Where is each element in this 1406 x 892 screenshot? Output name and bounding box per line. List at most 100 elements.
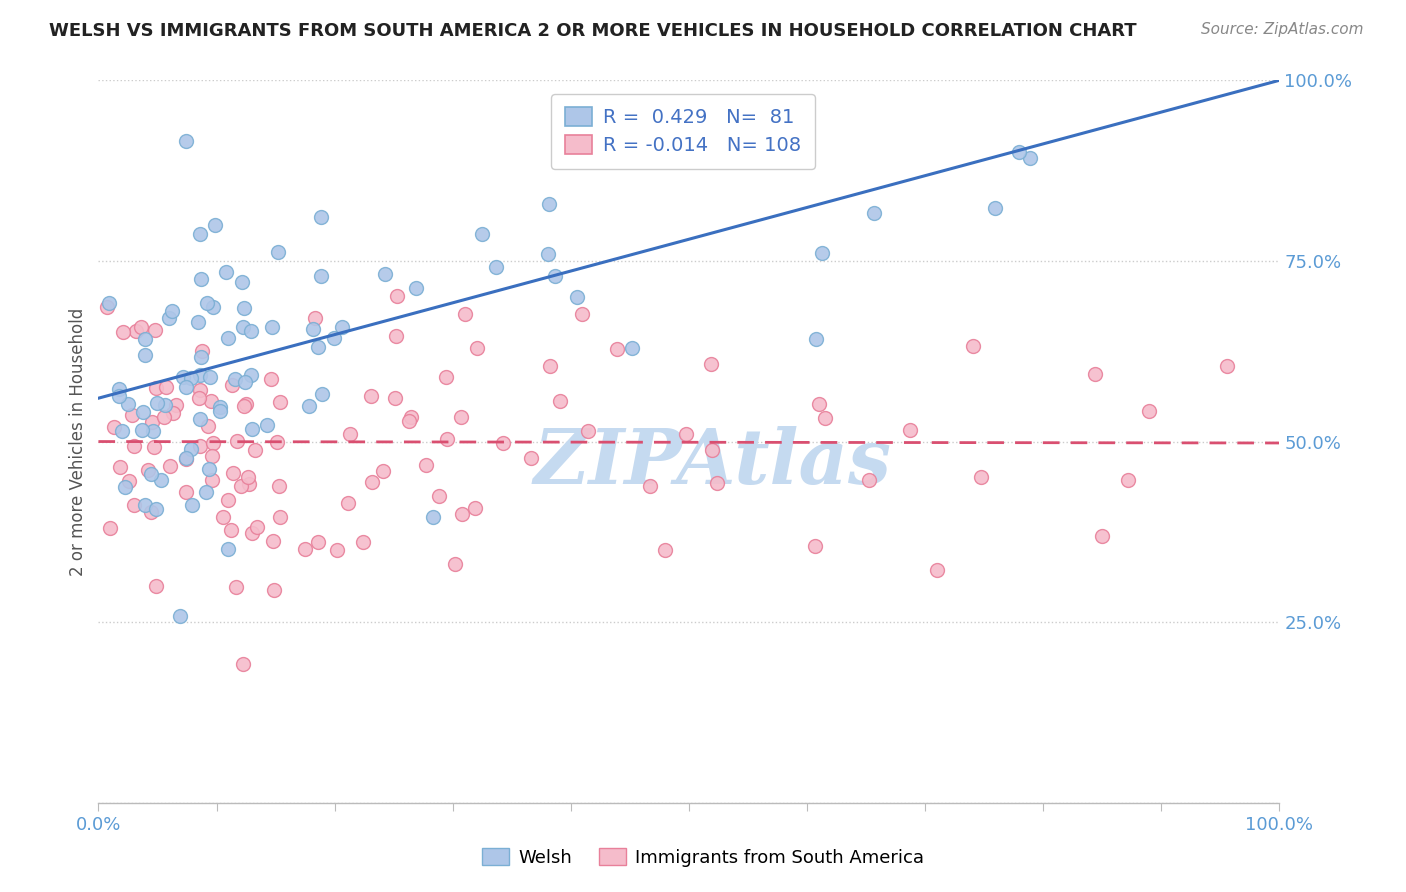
Point (962, 339, 984, 353)
Point (174, 380, 197, 394)
Point (298, 399, 321, 413)
Point (444, 558, 467, 572)
Point (200, 449, 222, 463)
Point (969, 469, 991, 483)
Point (235, 397, 257, 411)
Point (1084, 368, 1107, 382)
Point (898, 423, 921, 437)
Point (245, 519, 267, 533)
Point (263, 582, 285, 597)
Point (141, 415, 163, 429)
Point (311, 269, 333, 284)
Point (434, 370, 457, 384)
Point (107, 388, 129, 402)
Text: Source: ZipAtlas.com: Source: ZipAtlas.com (1201, 22, 1364, 37)
Point (267, 478, 290, 492)
Point (198, 369, 221, 384)
Point (97, 296, 120, 310)
Point (155, 380, 177, 394)
Point (311, 210, 333, 224)
Point (204, 218, 226, 232)
Point (197, 462, 219, 476)
Point (621, 341, 644, 355)
Point (1188, 59, 1211, 73)
Text: WELSH VS IMMIGRANTS FROM SOUTH AMERICA 2 OR MORE VEHICLES IN HOUSEHOLD CORRELATI: WELSH VS IMMIGRANTS FROM SOUTH AMERICA 2… (49, 22, 1137, 40)
Point (360, 389, 382, 403)
Point (576, 425, 599, 439)
Point (224, 371, 246, 385)
Point (1251, 59, 1274, 73)
Point (188, 411, 211, 425)
Point (384, 329, 406, 343)
Point (260, 320, 283, 334)
Point (190, 344, 212, 359)
Point (450, 410, 472, 425)
Point (311, 387, 333, 401)
Point (239, 368, 262, 382)
Point (464, 501, 486, 516)
Point (112, 325, 135, 339)
Point (814, 410, 837, 425)
Point (217, 493, 239, 508)
Point (471, 227, 494, 241)
Point (352, 535, 374, 549)
Point (374, 267, 396, 281)
Point (233, 399, 256, 413)
Point (188, 368, 211, 382)
Point (706, 476, 728, 491)
Point (398, 414, 420, 428)
Point (308, 535, 330, 549)
Point (212, 510, 235, 524)
Point (134, 348, 156, 362)
Point (454, 308, 477, 322)
Point (384, 391, 406, 405)
Point (465, 341, 488, 355)
Point (143, 323, 166, 337)
Point (1019, 151, 1042, 165)
Point (174, 450, 197, 465)
Legend: Welsh, Immigrants from South America: Welsh, Immigrants from South America (475, 841, 931, 874)
Point (174, 134, 197, 148)
Point (537, 247, 560, 261)
Point (201, 435, 224, 450)
Point (221, 466, 243, 480)
Point (232, 319, 254, 334)
Point (141, 505, 163, 519)
Point (145, 501, 167, 516)
Point (606, 343, 628, 357)
Point (519, 450, 541, 465)
Point (187, 315, 209, 329)
Point (267, 245, 290, 260)
Point (153, 409, 176, 424)
Point (201, 473, 224, 487)
Point (304, 311, 326, 326)
Point (307, 340, 329, 354)
Point (544, 268, 567, 283)
Point (451, 508, 474, 522)
Point (361, 475, 384, 489)
Point (863, 206, 886, 220)
Point (221, 378, 243, 392)
Point (157, 310, 180, 325)
Point (1116, 474, 1139, 488)
Point (803, 539, 825, 553)
Text: ZIPAtlas: ZIPAtlas (533, 426, 891, 500)
Point (1091, 529, 1114, 543)
Point (174, 452, 197, 467)
Point (702, 443, 724, 458)
Point (110, 460, 132, 475)
Point (217, 331, 239, 345)
Point (233, 375, 256, 389)
Point (131, 319, 153, 334)
Point (111, 425, 134, 439)
Point (162, 406, 184, 420)
Point (654, 543, 676, 558)
Point (538, 359, 561, 373)
Point (98, 521, 121, 535)
Point (571, 307, 593, 321)
Point (180, 371, 202, 385)
Point (415, 458, 437, 472)
Point (427, 489, 450, 503)
Point (131, 423, 153, 437)
Point (134, 332, 156, 346)
